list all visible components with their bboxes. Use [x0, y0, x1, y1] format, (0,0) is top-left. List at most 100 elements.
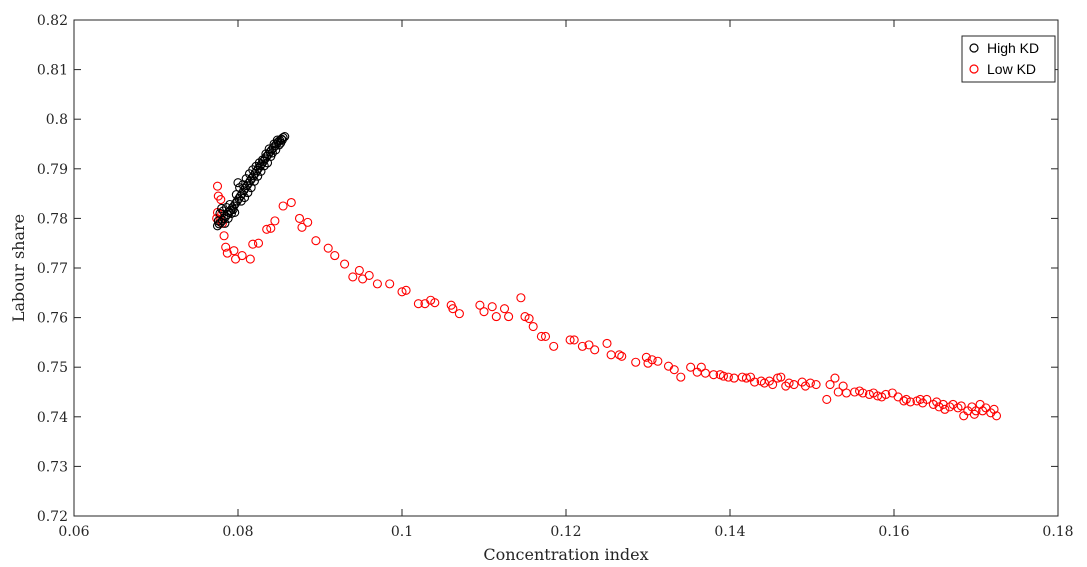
data-point	[536, 331, 546, 341]
data-point	[348, 272, 358, 282]
data-point	[259, 161, 269, 171]
plot-marks	[212, 132, 1002, 421]
x-tick-label: 0.18	[1042, 524, 1073, 540]
data-point	[278, 201, 288, 211]
data-point	[235, 183, 245, 193]
data-point	[448, 304, 458, 314]
data-point	[602, 338, 612, 348]
data-point	[253, 238, 264, 248]
data-point	[267, 148, 277, 158]
data-point	[729, 373, 739, 383]
data-point	[676, 372, 686, 382]
data-point	[454, 309, 464, 319]
data-point	[262, 224, 272, 234]
legend: High KD Low KD	[961, 35, 1056, 83]
data-point	[647, 355, 657, 365]
data-point	[397, 287, 407, 297]
x-tick-label: 0.06	[58, 524, 89, 540]
data-point	[524, 314, 534, 324]
data-point	[244, 178, 254, 188]
y-tick-label: 0.79	[37, 162, 68, 178]
x-axis-label: Concentration index	[483, 545, 648, 564]
data-point	[584, 340, 594, 350]
legend-label-low-kd: Low KD	[987, 61, 1036, 77]
data-point	[233, 178, 243, 188]
y-tick-label: 0.8	[46, 112, 68, 128]
data-point	[569, 335, 579, 345]
data-point	[750, 377, 760, 387]
data-point	[959, 411, 969, 421]
data-point	[631, 357, 641, 367]
data-point	[270, 216, 280, 226]
data-point	[932, 397, 942, 407]
y-axis-label: Labour share	[9, 214, 28, 322]
y-tick-label: 0.76	[37, 311, 68, 327]
data-point	[266, 223, 276, 233]
y-tick-label: 0.73	[37, 459, 68, 475]
data-point	[277, 135, 287, 145]
data-point	[249, 176, 259, 186]
data-point	[286, 197, 296, 208]
data-point	[528, 321, 538, 332]
y-tick-label: 0.74	[37, 410, 68, 426]
data-point	[219, 231, 229, 241]
data-point	[971, 406, 981, 416]
y-tick-label: 0.82	[37, 13, 68, 29]
y-tick-label: 0.77	[37, 261, 68, 277]
data-point	[669, 365, 679, 375]
data-point	[330, 251, 340, 261]
data-point	[577, 341, 587, 351]
data-point	[922, 394, 932, 404]
y-tick-label: 0.75	[37, 360, 68, 376]
series-low-kd	[212, 181, 1002, 421]
y-tick-label: 0.81	[37, 63, 68, 79]
data-point	[899, 396, 909, 406]
data-point	[940, 404, 950, 414]
data-point	[294, 213, 305, 223]
data-point	[709, 370, 719, 380]
data-point	[696, 362, 706, 372]
data-point	[905, 397, 915, 407]
x-axis-ticks: 0.06 0.08 0.1 0.12 0.14 0.16 0.18	[58, 20, 1074, 540]
data-point	[241, 174, 251, 184]
data-point	[243, 188, 253, 198]
legend-marker-high-kd	[969, 43, 979, 53]
data-point	[822, 394, 832, 404]
data-point	[340, 259, 350, 269]
data-point	[811, 380, 821, 390]
data-point	[230, 207, 240, 217]
data-point	[475, 300, 485, 310]
data-point	[989, 404, 999, 414]
data-point	[401, 285, 411, 295]
data-point	[841, 388, 851, 398]
data-point	[549, 341, 559, 351]
data-point	[220, 218, 230, 228]
data-point	[540, 331, 551, 341]
data-point	[893, 392, 903, 402]
data-point	[487, 302, 497, 312]
data-point	[956, 401, 966, 411]
data-point	[297, 222, 307, 232]
data-point	[323, 243, 333, 253]
data-point	[590, 345, 600, 355]
data-point	[499, 304, 510, 314]
plot-frame	[73, 19, 1059, 517]
data-point	[261, 149, 271, 159]
data-point	[718, 371, 728, 381]
data-point	[991, 411, 1002, 421]
data-point	[272, 135, 282, 145]
data-point	[800, 381, 810, 391]
data-point	[614, 350, 624, 360]
data-point	[805, 378, 815, 388]
x-tick-label: 0.1	[391, 524, 413, 540]
data-point	[253, 171, 263, 181]
y-tick-label: 0.72	[37, 509, 68, 525]
data-point	[225, 199, 235, 210]
data-point	[686, 362, 696, 372]
x-tick-label: 0.14	[714, 524, 745, 540]
data-point	[858, 388, 868, 398]
data-point	[303, 217, 313, 227]
x-tick-label: 0.16	[878, 524, 909, 540]
